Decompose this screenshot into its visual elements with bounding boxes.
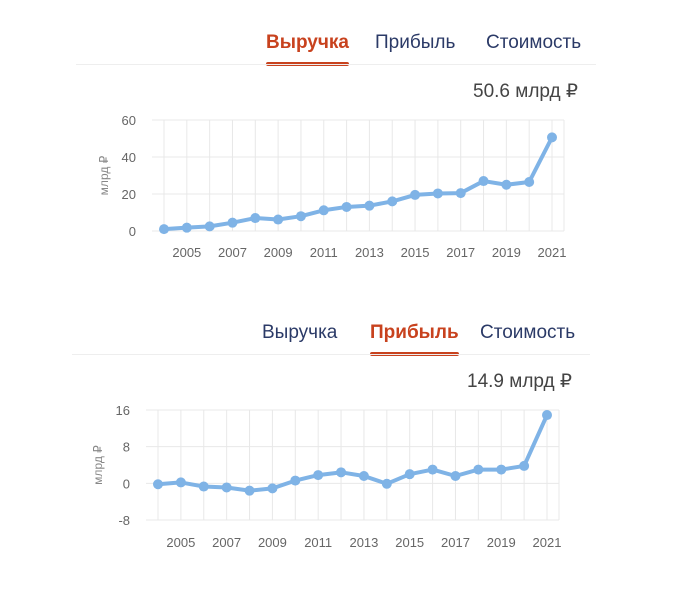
data-point [542, 410, 552, 421]
data-point [159, 224, 169, 235]
y-axis: -8 0 8 16 млрд ₽ [91, 403, 130, 528]
data-point [290, 475, 301, 486]
y-tick-label: 16 [116, 403, 130, 418]
total-value: 50.6 млрд ₽ [473, 81, 578, 102]
data-point [381, 478, 392, 489]
y-tick-label: -8 [118, 513, 130, 528]
x-tick-label: 2021 [538, 245, 567, 260]
x-axis: 2005 2007 2009 2011 2013 2015 2017 2019 2021 [166, 535, 561, 550]
x-tick-label: 2021 [533, 535, 562, 550]
data-point [175, 477, 186, 488]
tab-profit[interactable]: Прибыль [375, 32, 456, 53]
data-point [501, 179, 512, 190]
y-tick-label: 60 [122, 113, 136, 128]
x-tick-label: 2015 [401, 245, 430, 260]
x-tick-label: 2013 [349, 535, 378, 550]
data-point [250, 213, 261, 224]
x-tick-label: 2005 [172, 245, 201, 260]
x-tick-label: 2019 [492, 245, 521, 260]
x-tick-label: 2007 [212, 535, 241, 550]
data-point [273, 214, 284, 225]
data-point [473, 464, 484, 475]
series-line [156, 413, 549, 493]
data-point [295, 211, 306, 222]
x-tick-label: 2017 [441, 535, 470, 550]
tab-value[interactable]: Стоимость [486, 32, 582, 53]
tabs-divider [72, 354, 590, 355]
series-line [162, 135, 554, 232]
y-tick-label: 0 [123, 476, 130, 491]
grid [146, 409, 560, 521]
data-point [455, 188, 466, 199]
y-axis-label: млрд ₽ [97, 155, 111, 195]
data-point [547, 132, 557, 143]
x-tick-label: 2005 [166, 535, 195, 550]
y-axis: 0 20 40 60 млрд ₽ [97, 113, 136, 239]
data-point [181, 222, 192, 233]
total-value: 14.9 млрд ₽ [467, 371, 572, 392]
data-point [267, 483, 278, 494]
data-point [519, 460, 530, 471]
data-point [318, 205, 329, 216]
y-tick-label: 40 [122, 150, 136, 165]
x-tick-label: 2011 [310, 245, 338, 260]
data-point [198, 481, 209, 492]
data-point [244, 485, 255, 496]
data-point [153, 479, 163, 490]
data-point [227, 217, 238, 228]
x-tick-label: 2011 [304, 535, 332, 550]
y-tick-label: 0 [129, 224, 136, 239]
profit-chart: -8 0 8 16 млрд ₽ 2005 2007 2009 2011 2013 2015 2017… [91, 403, 561, 550]
data-point [410, 189, 421, 200]
data-point [478, 176, 489, 187]
x-tick-label: 2009 [258, 535, 287, 550]
x-tick-label: 2013 [355, 245, 384, 260]
data-point [204, 221, 215, 232]
y-tick-label: 8 [123, 440, 130, 455]
data-point [221, 482, 232, 493]
data-point [432, 188, 443, 199]
data-point [450, 471, 461, 481]
revenue-chart: 0 20 40 60 млрд ₽ 2005 2007 2009 2011 2013 2015 201… [97, 113, 566, 260]
x-tick-label: 2009 [264, 245, 293, 260]
data-points [159, 132, 557, 235]
data-point [496, 464, 507, 475]
data-point [341, 201, 352, 212]
data-points [153, 410, 552, 496]
x-tick-label: 2019 [487, 535, 516, 550]
grid [152, 119, 565, 232]
data-point [364, 200, 375, 211]
profit-panel: Выручка Прибыль Стоимость 14.9 млрд ₽ -8… [0, 290, 674, 600]
data-point [358, 471, 369, 481]
tab-revenue[interactable]: Выручка [262, 322, 338, 343]
data-point [387, 196, 398, 207]
data-point [336, 467, 347, 478]
y-tick-label: 20 [122, 187, 136, 202]
x-tick-label: 2015 [395, 535, 424, 550]
y-axis-label: млрд ₽ [91, 445, 105, 485]
tabs-divider [76, 64, 596, 65]
data-point [427, 464, 438, 475]
data-point [313, 470, 324, 481]
data-point [404, 469, 415, 480]
x-tick-label: 2007 [218, 245, 247, 260]
tab-value[interactable]: Стоимость [480, 322, 576, 343]
x-axis: 2005 2007 2009 2011 2013 2015 2017 2019 2021 [172, 245, 566, 260]
x-tick-label: 2017 [446, 245, 475, 260]
data-point [524, 176, 535, 187]
